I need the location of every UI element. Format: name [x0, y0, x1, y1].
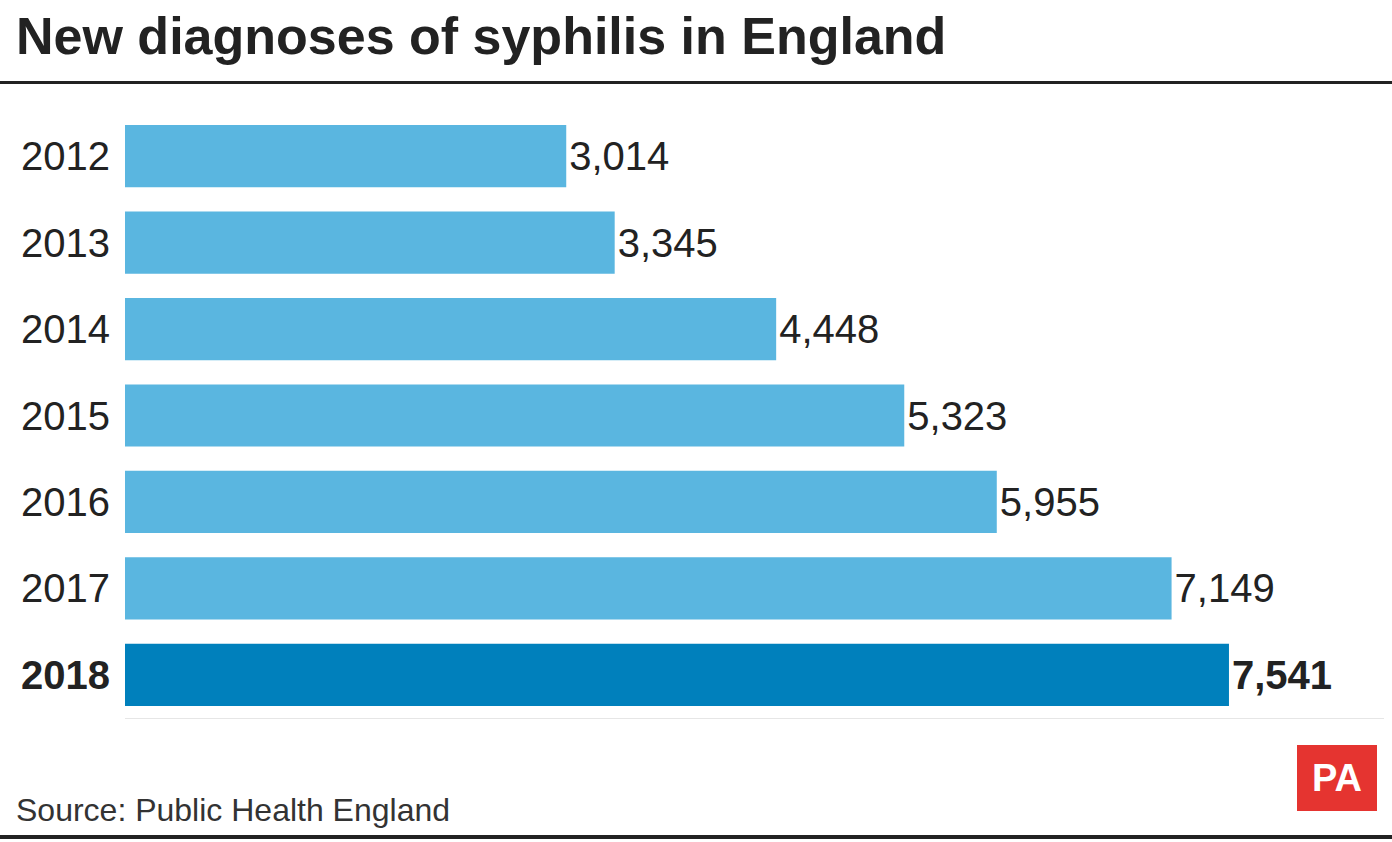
html-text:PA: PA	[1312, 757, 1362, 799]
svg-text:2018: 2018	[21, 653, 110, 697]
svg-text:2015: 2015	[21, 394, 110, 438]
svg-text:5,323: 5,323	[907, 394, 1007, 438]
svg-text:2017: 2017	[21, 566, 110, 610]
svg-text:3,014: 3,014	[569, 134, 669, 178]
svg-text:2013: 2013	[21, 221, 110, 265]
svg-text:4,448: 4,448	[779, 307, 879, 351]
svg-text:5,955: 5,955	[1000, 480, 1100, 524]
svg-text:3,345: 3,345	[618, 221, 718, 265]
html-text:Source: Public Health England: Source: Public Health England	[16, 792, 450, 828]
svg-text:New diagnoses of syphilis in E: New diagnoses of syphilis in England	[16, 7, 946, 65]
svg-text:2014: 2014	[21, 307, 110, 351]
svg-text:2016: 2016	[21, 480, 110, 524]
svg-text:2012: 2012	[21, 134, 110, 178]
svg-text:7,541: 7,541	[1232, 653, 1332, 697]
svg-text:7,149: 7,149	[1175, 566, 1275, 610]
